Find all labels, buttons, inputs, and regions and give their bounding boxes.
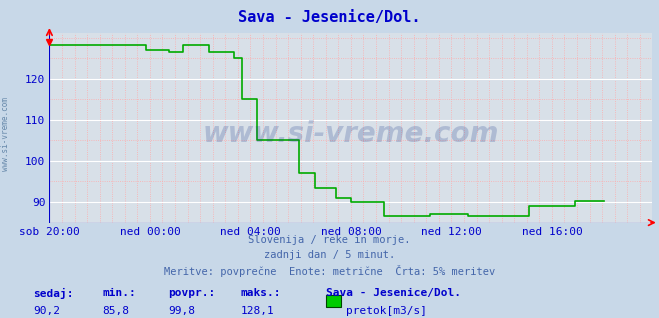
Text: 85,8: 85,8 <box>102 306 129 316</box>
Text: 128,1: 128,1 <box>241 306 274 316</box>
Text: Sava - Jesenice/Dol.: Sava - Jesenice/Dol. <box>326 288 461 298</box>
Text: pretok[m3/s]: pretok[m3/s] <box>346 306 427 316</box>
Text: sedaj:: sedaj: <box>33 288 73 299</box>
Text: Sava - Jesenice/Dol.: Sava - Jesenice/Dol. <box>239 10 420 24</box>
Text: Slovenija / reke in morje.: Slovenija / reke in morje. <box>248 235 411 245</box>
Text: Meritve: povprečne  Enote: metrične  Črta: 5% meritev: Meritve: povprečne Enote: metrične Črta:… <box>164 265 495 277</box>
Text: www.si-vreme.com: www.si-vreme.com <box>1 97 10 170</box>
Text: min.:: min.: <box>102 288 136 298</box>
Text: 90,2: 90,2 <box>33 306 60 316</box>
Text: maks.:: maks.: <box>241 288 281 298</box>
Text: zadnji dan / 5 minut.: zadnji dan / 5 minut. <box>264 250 395 259</box>
Text: 99,8: 99,8 <box>168 306 195 316</box>
Text: povpr.:: povpr.: <box>168 288 215 298</box>
Text: www.si-vreme.com: www.si-vreme.com <box>203 120 499 148</box>
